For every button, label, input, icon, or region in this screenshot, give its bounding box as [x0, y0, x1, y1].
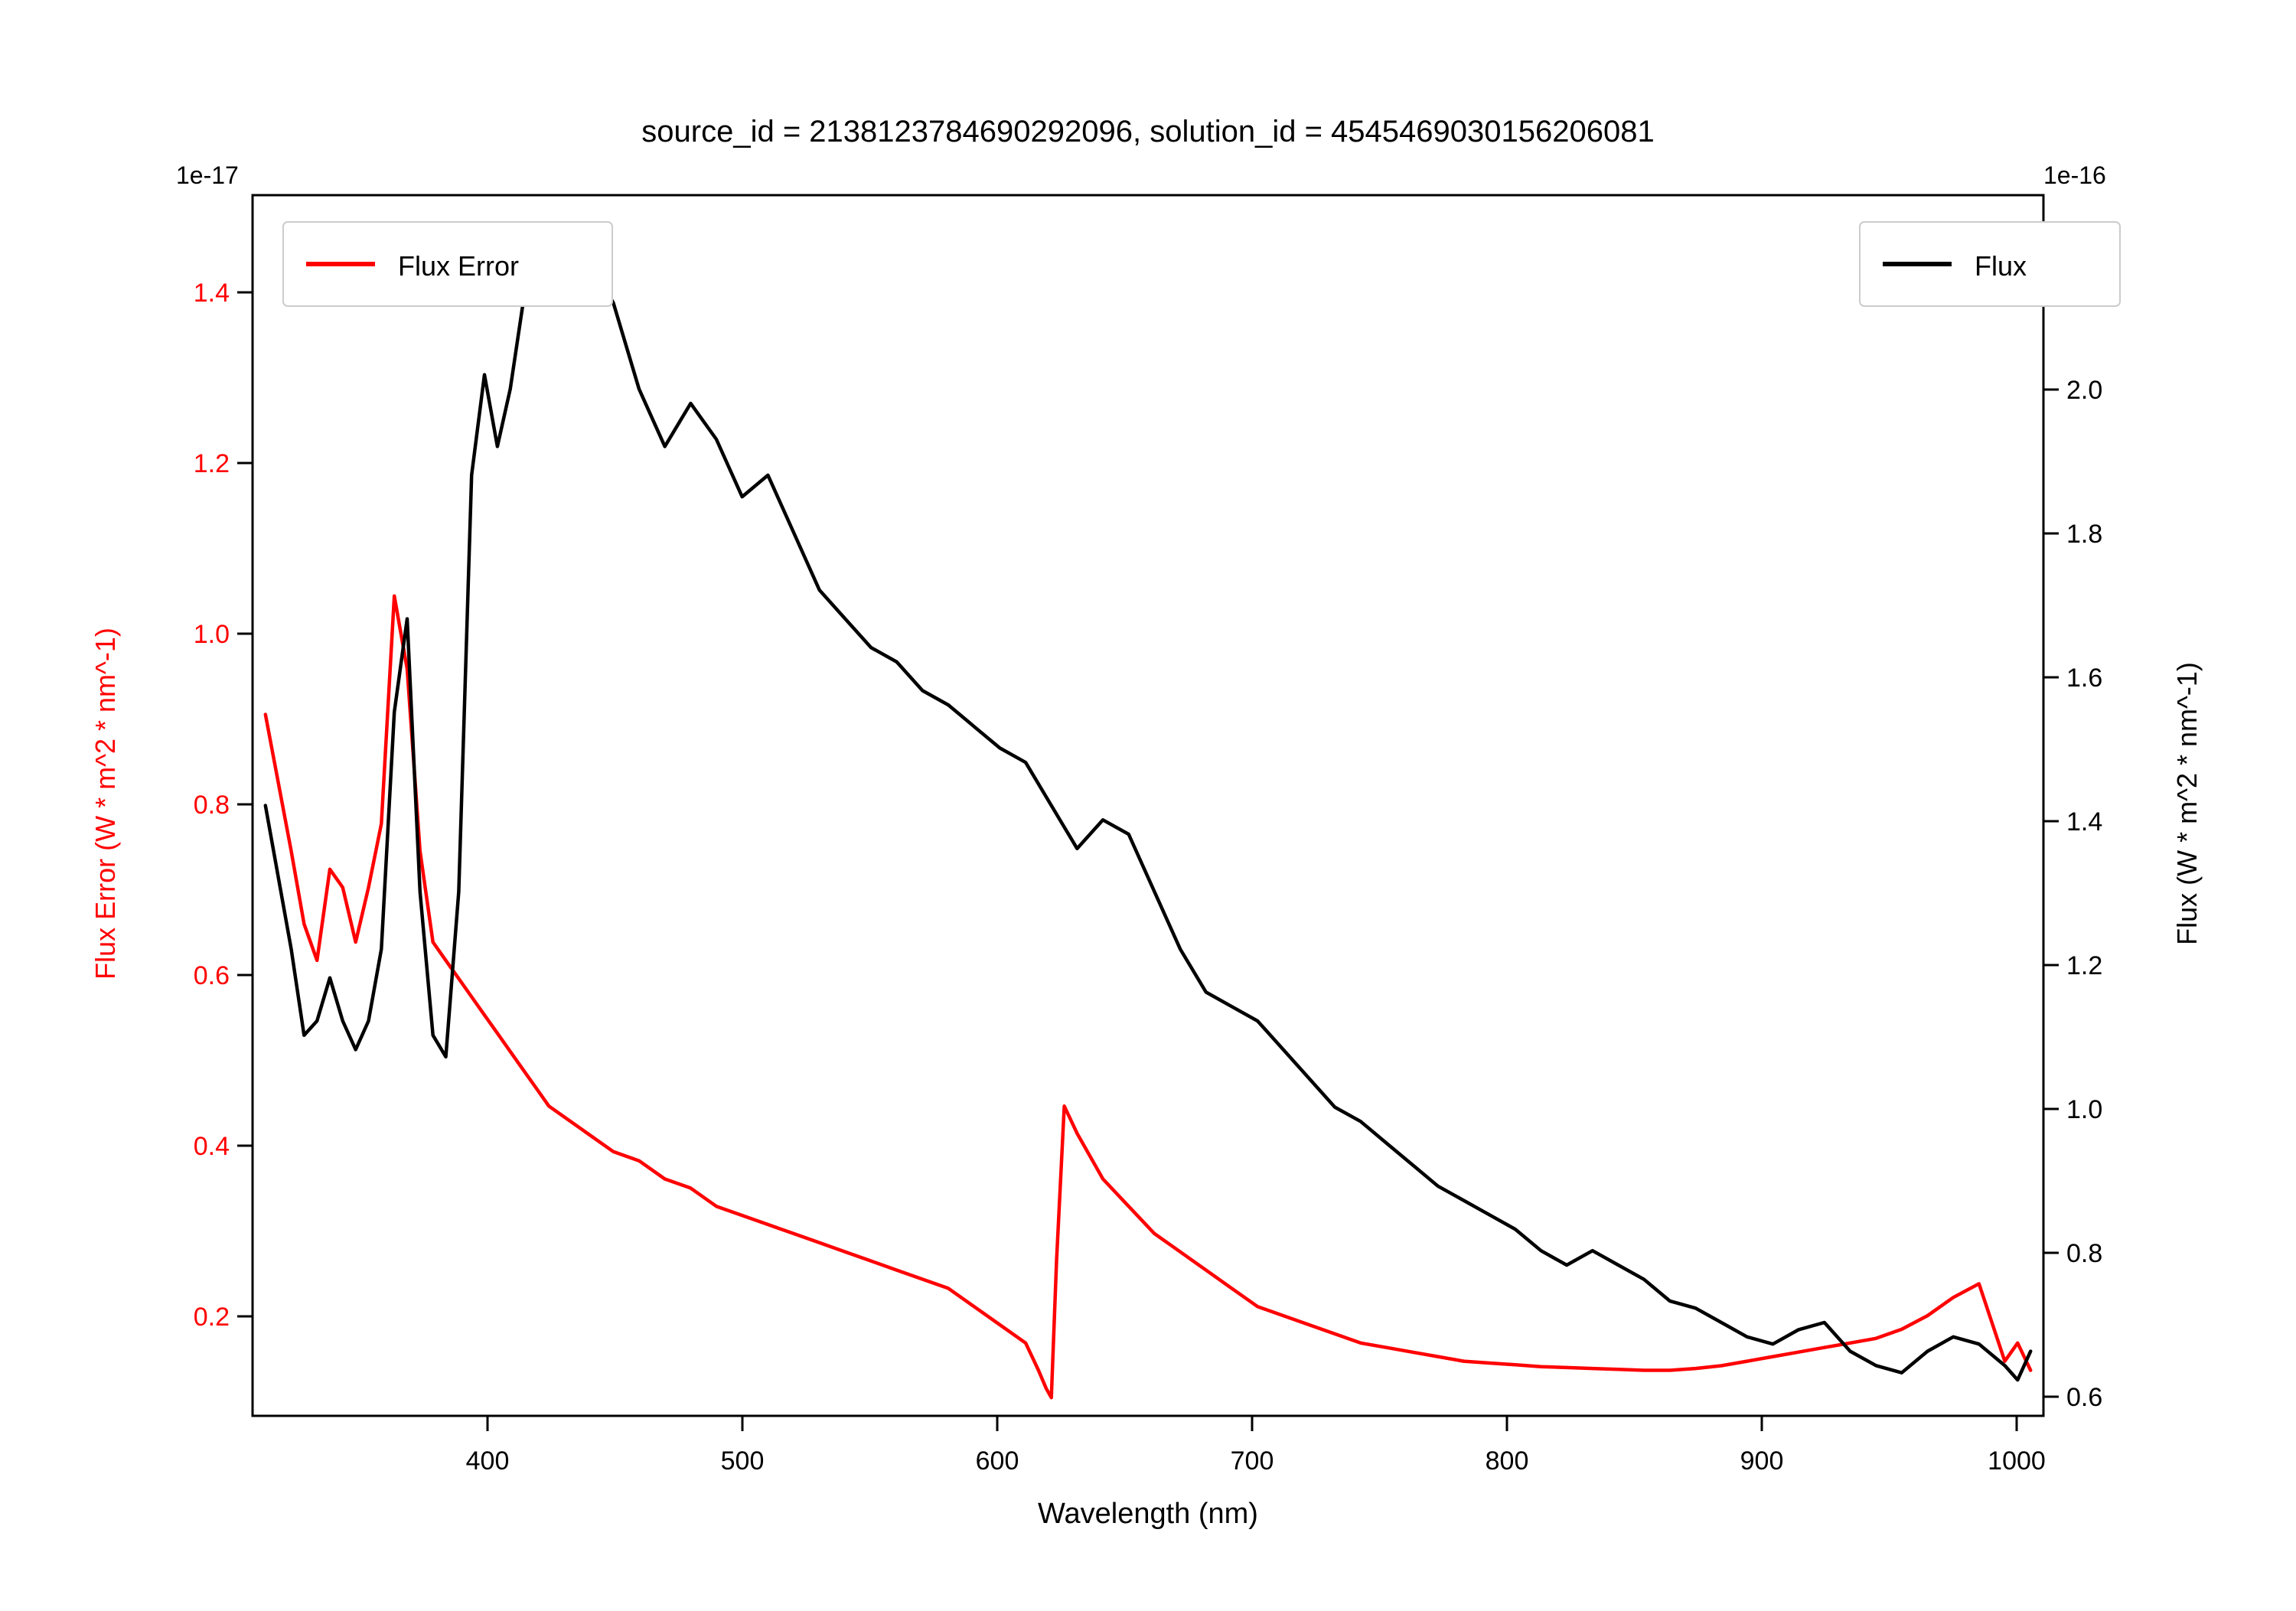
left-axis-ticks: 0.2 0.4 0.6 0.8 1.0 1.2 1.4	[194, 279, 253, 1332]
right-tick-6: 1.8	[2066, 520, 2102, 549]
right-tick-3: 1.2	[2066, 951, 2102, 980]
bottom-tick-2: 600	[976, 1446, 1019, 1476]
left-axis-label: Flux Error (W * m^2 * nm^-1)	[90, 628, 121, 980]
bottom-tick-6: 1000	[1988, 1446, 2046, 1476]
right-axis-ticks: 0.6 0.8 1.0 1.2 1.4 1.6 1.8 2.0 2.2	[2043, 232, 2102, 1412]
bottom-axis-ticks: 400 500 600 700 800 900 1000	[466, 1416, 2046, 1476]
legend-flux-label: Flux	[1975, 250, 2027, 282]
legend-flux-error-label: Flux Error	[398, 250, 519, 282]
left-tick-1: 0.4	[194, 1132, 230, 1161]
bottom-tick-0: 400	[466, 1446, 510, 1476]
plot-border	[253, 195, 2043, 1416]
bottom-axis-label: Wavelength (nm)	[1038, 1498, 1258, 1530]
plot-svg: 1e-17 1e-16 0.2 0.4 0.6 0.8 1.0 1.2 1.4 …	[0, 0, 2296, 1607]
bottom-tick-3: 700	[1231, 1446, 1274, 1476]
left-tick-2: 0.6	[194, 961, 230, 990]
right-tick-7: 2.0	[2066, 376, 2102, 405]
right-tick-4: 1.4	[2066, 807, 2102, 836]
left-tick-6: 1.4	[194, 279, 230, 308]
left-tick-5: 1.2	[194, 449, 230, 478]
left-tick-3: 0.8	[194, 791, 230, 820]
legend-flux-error: Flux Error	[283, 222, 612, 306]
right-scale-label: 1e-16	[2043, 161, 2106, 189]
right-tick-0: 0.6	[2066, 1383, 2102, 1412]
left-scale-label: 1e-17	[176, 161, 239, 189]
flux-series	[266, 259, 2030, 1380]
left-tick-4: 1.0	[194, 620, 230, 649]
right-axis-label: Flux (W * m^2 * nm^-1)	[2171, 662, 2203, 945]
bottom-tick-5: 900	[1740, 1446, 1784, 1476]
bottom-tick-1: 500	[721, 1446, 765, 1476]
chart-container: source_id = 2138123784690292096, solutio…	[0, 0, 2296, 1607]
bottom-tick-4: 800	[1486, 1446, 1529, 1476]
legend-flux: Flux	[1860, 222, 2120, 306]
chart-title: source_id = 2138123784690292096, solutio…	[0, 115, 2296, 149]
right-tick-1: 0.8	[2066, 1239, 2102, 1268]
right-tick-5: 1.6	[2066, 664, 2102, 693]
flux-error-series	[266, 596, 2030, 1398]
right-tick-2: 1.0	[2066, 1095, 2102, 1124]
left-tick-0: 0.2	[194, 1303, 230, 1332]
